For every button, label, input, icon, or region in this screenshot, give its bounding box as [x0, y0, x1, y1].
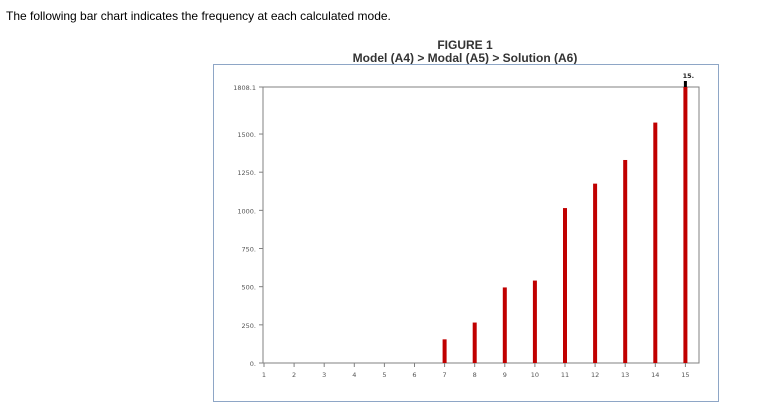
bar-mode-9 [502, 287, 507, 363]
bars [442, 87, 688, 363]
x-tick-label: 12 [591, 371, 599, 379]
plot-area [262, 86, 700, 364]
y-tick-label: 0. [250, 360, 256, 368]
y-tick-label: 750. [242, 246, 256, 254]
x-tick-label: 4 [352, 371, 356, 379]
highlight-label: 15. [683, 72, 695, 80]
x-tick-label: 6 [412, 371, 416, 379]
figure-subtitle: Model (A4) > Modal (A5) > Solution (A6) [352, 51, 578, 65]
y-tick-label: 1250. [237, 169, 256, 177]
bar-mode-15 [683, 87, 688, 363]
x-tick-label: 13 [621, 371, 629, 379]
x-tick-label: 9 [503, 371, 507, 379]
x-tick-label: 3 [322, 371, 326, 379]
x-tick-label: 10 [531, 371, 539, 379]
y-tick-label: 500. [242, 284, 256, 292]
y-tick-label: 1500. [237, 131, 256, 139]
figure-title: FIGURE 1 [437, 38, 493, 52]
x-tick-label: 15 [681, 371, 689, 379]
y-tick-label: 1808.1 [233, 84, 256, 92]
bar-mode-7 [442, 339, 447, 363]
bar-mode-10 [532, 280, 537, 363]
y-axis: 0. 250. 500. 750. 1000. 1250. 1500. 1808.1 [233, 84, 263, 368]
bar-mode-8 [472, 322, 477, 363]
x-tick-label: 2 [292, 371, 296, 379]
bar-mode-13 [623, 159, 628, 363]
y-tick-label: 250. [242, 322, 256, 330]
annotations: 15. [683, 72, 695, 87]
x-tick-label: 14 [651, 371, 659, 379]
x-tick-label: 1 [262, 371, 266, 379]
y-tick-label: 1000. [237, 207, 256, 215]
x-tick-label: 7 [443, 371, 447, 379]
intro-text: The following bar chart indicates the fr… [6, 9, 391, 23]
x-tick-label: 8 [473, 371, 477, 379]
highlight-marker [683, 81, 687, 87]
bar-mode-12 [593, 183, 598, 363]
x-tick-label: 5 [382, 371, 386, 379]
bar-mode-14 [653, 122, 658, 363]
x-axis: 1 2 3 4 5 6 7 8 9 10 11 12 13 14 15 [262, 363, 690, 379]
x-tick-label: 11 [561, 371, 569, 379]
bar-mode-11 [563, 208, 567, 363]
